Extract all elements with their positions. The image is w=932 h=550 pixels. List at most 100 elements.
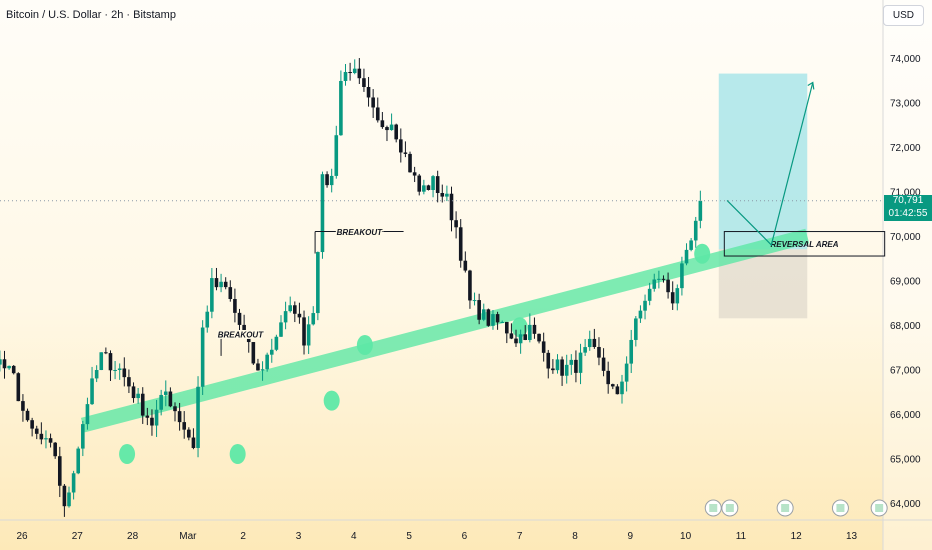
candle-body — [85, 404, 90, 425]
candle-body — [399, 139, 403, 153]
target-zone — [718, 73, 808, 250]
candle-body — [163, 391, 168, 395]
touch-point-marker — [694, 243, 711, 264]
projection-arrowhead — [807, 81, 815, 90]
x-tick-label: 3 — [296, 531, 302, 542]
candle-body — [454, 220, 458, 228]
candle-body — [279, 322, 283, 337]
candle-body — [25, 410, 30, 421]
x-tick-label: 11 — [736, 531, 747, 542]
candle-body — [210, 278, 214, 312]
currency-button[interactable]: USD — [882, 5, 924, 26]
price-axis[interactable] — [883, 0, 932, 550]
candle-body — [574, 359, 578, 373]
candle-body — [528, 324, 532, 340]
candle-body — [624, 363, 629, 382]
touch-point-marker — [356, 335, 373, 356]
candle-body — [408, 153, 412, 173]
candle-body — [551, 368, 555, 371]
candle-body — [145, 415, 150, 418]
candle-body — [698, 200, 703, 221]
candle-body — [71, 473, 76, 493]
candle-body — [150, 417, 154, 426]
candle-body — [385, 127, 389, 131]
candle-body — [159, 394, 163, 410]
x-tick-label: 27 — [72, 531, 84, 542]
touch-point-marker — [119, 444, 136, 465]
candle-body — [587, 338, 592, 348]
candle-body — [500, 321, 504, 323]
candle-body — [458, 227, 463, 261]
candle-body — [7, 365, 11, 369]
candle-body — [357, 68, 362, 79]
candle-body — [445, 193, 449, 197]
candle-body — [228, 287, 233, 299]
candle-body — [48, 438, 53, 443]
candle-body — [583, 347, 587, 353]
candle-body — [518, 334, 523, 344]
candle-body — [62, 485, 67, 507]
candle-body — [680, 263, 684, 289]
candle-body — [477, 300, 481, 320]
candle-body — [472, 300, 477, 302]
candle-body — [283, 311, 288, 323]
candle-body — [67, 492, 71, 507]
candle-body — [53, 442, 57, 457]
candles — [0, 58, 703, 517]
y-tick-label: 68,000 — [890, 321, 921, 332]
candle-body — [422, 185, 426, 192]
candle-body — [265, 354, 269, 370]
candle-body — [555, 359, 560, 371]
candle-body — [196, 386, 200, 448]
candle-body — [131, 386, 136, 399]
candle-body — [44, 438, 48, 440]
candle-body — [200, 327, 205, 387]
candle-body — [325, 174, 329, 186]
candle-body — [564, 364, 569, 376]
candle-body — [76, 448, 81, 474]
candle-body — [288, 305, 293, 312]
candle-body — [329, 175, 334, 186]
candle-body — [16, 373, 21, 402]
y-tick-label: 65,000 — [890, 455, 921, 466]
y-tick-label: 69,000 — [890, 277, 921, 288]
candle-body — [260, 369, 265, 371]
candle-body — [316, 252, 320, 314]
candle-body — [362, 78, 366, 87]
candle-body — [246, 334, 251, 343]
candle-body — [652, 279, 657, 289]
candle-body — [104, 352, 108, 354]
x-tick-label: 5 — [406, 531, 412, 542]
candle-body — [168, 391, 173, 407]
candle-body — [440, 193, 445, 197]
lightning-icon-glyph — [709, 504, 718, 512]
x-tick-label: Mar — [179, 531, 197, 542]
touch-point-marker — [229, 444, 246, 465]
x-tick-label: 8 — [572, 531, 578, 542]
earnings-icon-glyph — [781, 504, 790, 512]
earnings-icon-glyph — [725, 504, 734, 512]
x-tick-label: 7 — [517, 531, 523, 542]
y-tick-label: 70,000 — [890, 232, 921, 243]
touch-point-marker — [323, 390, 340, 411]
candle-body — [675, 288, 680, 304]
reversal-area-box — [723, 231, 886, 257]
candle-body — [320, 174, 325, 253]
candle-body — [302, 317, 306, 346]
y-tick-label: 72,000 — [890, 143, 921, 154]
candle-body — [426, 185, 431, 190]
candle-body — [177, 411, 182, 423]
candle-body — [140, 393, 145, 416]
candle-body — [629, 339, 634, 364]
candle-body — [233, 298, 237, 313]
candle-body — [127, 377, 131, 387]
x-tick-label: 9 — [628, 531, 634, 542]
candle-body — [219, 281, 223, 288]
candle-body — [620, 381, 624, 395]
candle-body — [532, 324, 537, 334]
x-tick-label: 26 — [16, 531, 28, 542]
y-tick-label: 66,000 — [890, 410, 921, 421]
candle-body — [403, 152, 408, 154]
